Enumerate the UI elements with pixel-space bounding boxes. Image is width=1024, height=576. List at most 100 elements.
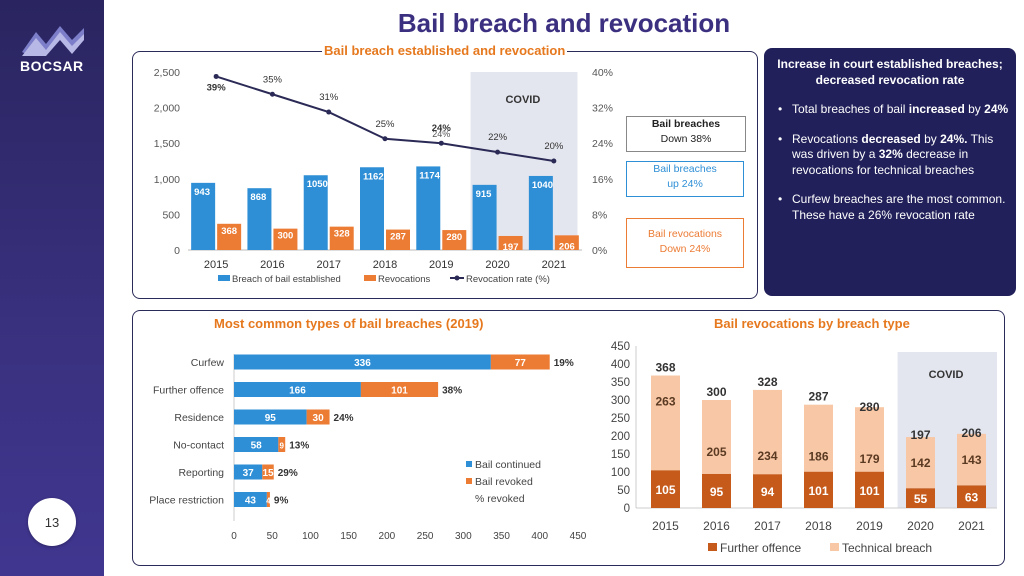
- chart1-svg: COVID 2,500 2,000 1,500 1,000 500 0 40% 32% 24% 16…: [154, 67, 613, 285]
- chart-panel-breach-types: [132, 310, 593, 566]
- y-left-tick-label: 500: [162, 209, 180, 221]
- bar-revocation-label: 206: [559, 241, 575, 252]
- x-tick-label: 2017: [754, 519, 781, 533]
- bar-revoked: [306, 409, 330, 425]
- rate-label: 31%: [319, 92, 339, 103]
- info-bullet-text: decreased: [861, 131, 921, 146]
- x-tick-label: 0: [231, 531, 237, 542]
- x-tick-label: 450: [570, 531, 587, 542]
- bar-breach-label: 1040: [532, 180, 553, 191]
- covid-label: COVID: [505, 94, 540, 106]
- page-title: Bail breach and revocation: [397, 8, 731, 38]
- info-bullet: • Total breaches of bail increased by 24%: [772, 102, 1010, 118]
- x-tick-label: 100: [302, 531, 319, 542]
- y-right-tick-label: 16%: [592, 174, 613, 186]
- legend-label-revocation: Revocations: [378, 274, 431, 285]
- bar-total-label: 280: [859, 400, 879, 414]
- category-label: Curfew: [191, 357, 225, 369]
- bar-revoked: [266, 492, 270, 507]
- covid-label: COVID: [929, 369, 964, 381]
- callout-revocations-down: Bail revocations Down 24%: [626, 218, 744, 268]
- info-bullet-text: decrease in revocations for technical br…: [792, 147, 975, 177]
- bar-total-label: 328: [757, 375, 777, 389]
- legend-swatch-breach: [218, 275, 230, 281]
- legend-label-continued: Bail continued: [475, 459, 541, 471]
- bar-continued-label: 95: [265, 413, 277, 424]
- bar-continued: [234, 437, 279, 452]
- bar-revoked-label: 77: [515, 358, 527, 369]
- bar-revoked: [360, 382, 439, 397]
- bar-revocation: [442, 230, 467, 250]
- bar-breach-label: 1162: [363, 171, 384, 182]
- y-tick-label: 400: [611, 359, 630, 371]
- y-right-tick-label: 24%: [592, 138, 613, 150]
- legend-label-breach: Breach of bail established: [232, 274, 341, 285]
- bocsar-logo-icon: [22, 26, 84, 56]
- x-tick-label: 50: [267, 531, 279, 542]
- chart1-title: Bail breach established and revocation: [322, 43, 568, 58]
- bar-further-offence: [651, 470, 680, 508]
- logo-text: BOCSAR: [20, 58, 84, 74]
- bar-further-offence-label: 101: [808, 484, 828, 498]
- bullet-icon: •: [778, 192, 783, 206]
- info-box-title: Increase in court established breaches; …: [777, 57, 1003, 87]
- y-tick-label: 200: [611, 431, 630, 443]
- bar-breach: [360, 167, 384, 250]
- bar-further-offence: [804, 471, 833, 508]
- bar-breach: [191, 182, 216, 250]
- bar-technical-breach: [804, 404, 833, 472]
- y-left-tick-label: 2,500: [154, 67, 180, 79]
- legend-label-pct: % revoked: [475, 493, 525, 505]
- info-bullet-text: Curfew breaches are the most common. The…: [792, 192, 1006, 222]
- bar-continued-label: 37: [243, 468, 255, 479]
- rate-point: [438, 140, 444, 146]
- rate-point: [551, 158, 557, 164]
- bar-continued: [234, 409, 307, 425]
- bar-continued-label: 166: [289, 386, 306, 397]
- rate-point: [326, 109, 332, 115]
- x-tick-label: 2020: [907, 519, 934, 533]
- pct-revoked-label: 38%: [442, 386, 462, 397]
- x-tick-label: 2018: [805, 519, 832, 533]
- bar-further-offence: [855, 471, 884, 508]
- y-tick-label: 250: [611, 413, 630, 425]
- info-bullet-text: Total breaches of bail: [792, 102, 909, 116]
- bar-breach: [247, 188, 272, 250]
- legend-swatch-revoked: [466, 478, 472, 484]
- rate-label: 35%: [263, 74, 283, 85]
- bar-continued-label: 336: [354, 358, 371, 369]
- y-tick-label: 100: [611, 467, 630, 479]
- callout-breaches-down-line1: Bail breaches: [651, 118, 721, 130]
- x-tick-label: 150: [340, 531, 357, 542]
- info-bullet: • Revocations decreased by 24%. This was …: [772, 132, 1010, 179]
- pct-revoked-label: 24%: [334, 413, 354, 424]
- chart2-title: Most common types of bail breaches (2019…: [212, 316, 486, 331]
- bar-technical-breach: [906, 437, 935, 489]
- bar-total-label: 206: [961, 426, 981, 440]
- rate-extra-label: 24%: [432, 129, 450, 139]
- x-tick-label: 2017: [316, 259, 340, 271]
- y-tick-label: 350: [611, 377, 630, 389]
- bar-revoked-label: 101: [391, 386, 408, 397]
- rate-label: 24%: [432, 123, 452, 134]
- legend-swatch-further: [708, 543, 717, 551]
- bar-continued: [234, 464, 263, 480]
- bullet-icon: •: [778, 102, 783, 116]
- info-box: Increase in court established breaches; …: [764, 48, 1016, 296]
- info-bullet: • Curfew breaches are the most common. Th…: [772, 192, 1010, 223]
- bar-technical-breach: [753, 389, 782, 475]
- category-label: Place restriction: [149, 495, 224, 507]
- x-tick-label: 200: [379, 531, 396, 542]
- bar-breach-label: 943: [194, 187, 210, 198]
- bar-breach-label: 1174: [419, 170, 440, 181]
- callout-breaches-up-line2: up 24%: [667, 178, 703, 190]
- rate-label: 22%: [488, 132, 508, 143]
- bar-technical-breach-label: 142: [910, 456, 930, 470]
- callout-breaches-up: Bail breaches up 24%: [626, 161, 744, 197]
- info-bullet-text: 24%: [984, 102, 1009, 116]
- info-bullet-text: by: [964, 102, 985, 116]
- x-tick-label: 2019: [429, 259, 453, 271]
- x-tick-label: 2016: [260, 259, 284, 271]
- bar-breach: [472, 184, 497, 250]
- bar-total-label: 287: [808, 390, 828, 404]
